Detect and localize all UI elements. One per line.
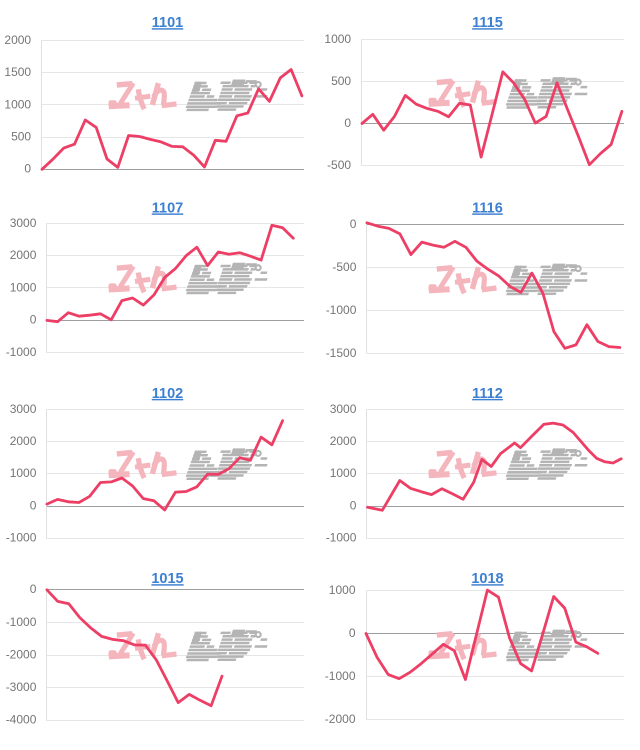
svg-text:-1000: -1000 [326, 531, 357, 545]
svg-text:0: 0 [24, 162, 31, 176]
svg-text:500: 500 [11, 130, 31, 144]
svg-text:-2000: -2000 [325, 712, 356, 726]
svg-text:1000: 1000 [330, 466, 357, 480]
svg-text:1115: 1115 [472, 15, 503, 31]
svg-text:0: 0 [30, 498, 37, 512]
svg-text:0: 0 [344, 116, 351, 130]
svg-text:1112: 1112 [472, 386, 503, 402]
svg-text:1000: 1000 [10, 280, 37, 294]
svg-text:3000: 3000 [330, 402, 357, 416]
svg-text:-500: -500 [327, 158, 351, 172]
svg-text:1000: 1000 [10, 466, 37, 480]
svg-text:-1000: -1000 [6, 345, 37, 359]
svg-text:0: 0 [350, 498, 357, 512]
svg-text:-1000: -1000 [6, 615, 37, 629]
svg-text:1015: 1015 [151, 571, 183, 587]
svg-text:1500: 1500 [4, 65, 31, 79]
svg-text:2000: 2000 [10, 434, 37, 448]
svg-text:1000: 1000 [324, 32, 351, 46]
svg-text:3000: 3000 [10, 216, 37, 230]
svg-text:500: 500 [331, 74, 351, 88]
svg-text:2000: 2000 [330, 434, 357, 448]
svg-text:1000: 1000 [4, 97, 31, 111]
svg-text:1018: 1018 [471, 571, 503, 587]
svg-text:2000: 2000 [10, 248, 37, 262]
svg-text:0: 0 [30, 313, 37, 327]
svg-text:1107: 1107 [152, 200, 183, 216]
svg-text:-2000: -2000 [6, 647, 37, 661]
svg-text:2000: 2000 [4, 33, 31, 47]
svg-text:1101: 1101 [152, 15, 183, 31]
svg-text:-4000: -4000 [6, 713, 37, 727]
svg-text:3000: 3000 [10, 402, 37, 416]
svg-text:1116: 1116 [472, 200, 503, 216]
svg-text:1000: 1000 [329, 583, 356, 597]
svg-text:1102: 1102 [152, 386, 183, 402]
svg-text:-1000: -1000 [6, 531, 37, 545]
svg-text:-1500: -1500 [326, 346, 357, 360]
svg-text:-500: -500 [332, 260, 356, 274]
svg-text:0: 0 [30, 582, 37, 596]
svg-text:-1000: -1000 [325, 669, 356, 683]
svg-text:-3000: -3000 [6, 680, 37, 694]
svg-text:0: 0 [349, 626, 356, 640]
svg-text:-1000: -1000 [326, 303, 357, 317]
svg-text:0: 0 [350, 217, 357, 231]
